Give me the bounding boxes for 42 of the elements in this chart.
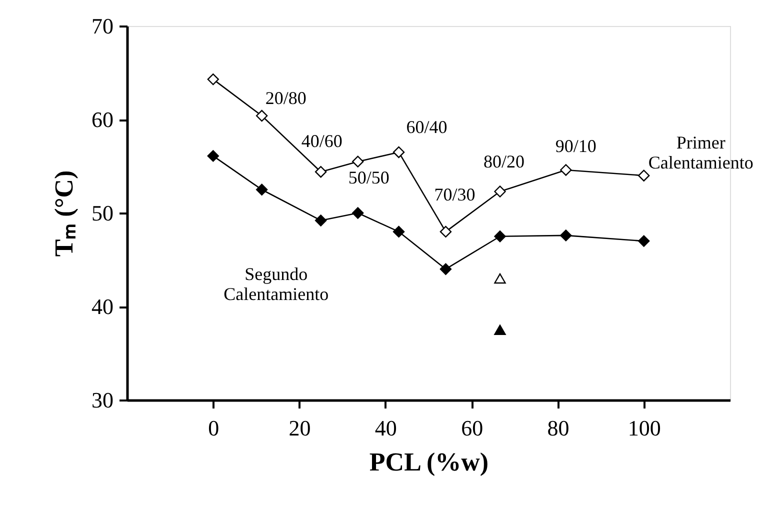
y-tick-label: 50 — [92, 200, 114, 226]
x-tick-label: 100 — [628, 416, 661, 440]
point — [494, 324, 506, 336]
x-axis-title: PCL (%w) — [369, 448, 489, 476]
point — [314, 214, 327, 226]
annotation: 50/50 — [348, 168, 390, 188]
point — [207, 150, 219, 162]
annotation: 80/20 — [483, 151, 525, 172]
point — [392, 146, 405, 158]
point — [440, 226, 452, 238]
point — [256, 184, 268, 196]
point — [207, 73, 219, 86]
point — [638, 235, 650, 247]
annotation: 60/40 — [406, 117, 448, 138]
x-tick-label: 60 — [461, 416, 484, 440]
point — [494, 273, 506, 284]
y-tick-label: 60 — [92, 107, 114, 132]
point — [352, 207, 364, 219]
annotation: 20/80 — [265, 88, 306, 108]
point — [440, 263, 452, 275]
x-tick-label: 0 — [208, 416, 220, 440]
y-axis-title: Tₘ (°C) — [50, 170, 78, 257]
y-tick-label: 70 — [92, 14, 114, 38]
x-tick-label: 80 — [547, 416, 570, 440]
point — [560, 164, 572, 176]
point — [352, 156, 364, 168]
x-tick-label: 40 — [374, 416, 397, 440]
x-tick-label: 20 — [288, 416, 311, 440]
point — [494, 230, 506, 242]
point — [560, 230, 572, 242]
point — [314, 166, 327, 178]
text: Segundo Calentamiento — [224, 264, 329, 304]
annotation: 70/30 — [434, 184, 476, 205]
y-tick-label: 40 — [92, 294, 114, 319]
point — [494, 186, 506, 198]
series-label: Primer Calentamiento — [648, 132, 754, 173]
point — [638, 170, 650, 182]
point — [392, 226, 405, 238]
annotation: 40/60 — [301, 130, 342, 151]
annotation: 90/10 — [555, 136, 596, 156]
point — [256, 110, 268, 122]
y-tick-label: 30 — [92, 388, 114, 412]
